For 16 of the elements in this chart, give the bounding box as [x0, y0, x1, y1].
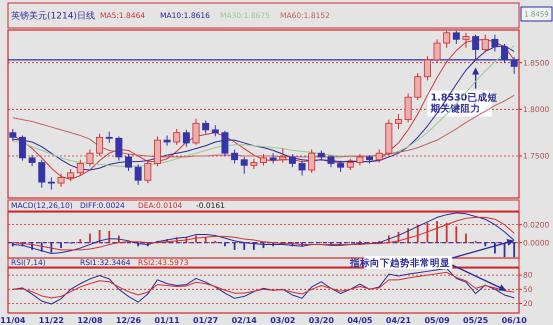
x-tick-label: 03/20: [308, 316, 334, 325]
x-tick-label: 01/11: [154, 316, 180, 325]
x-tick-label: 04/05: [347, 316, 373, 325]
x-tick-label: 02/14: [232, 316, 258, 325]
x-tick-label: 05/09: [424, 316, 450, 325]
x-tick-label: 05/25: [463, 316, 489, 325]
x-tick-label: 06/10: [502, 316, 528, 325]
x-tick-label: 04/21: [386, 316, 412, 325]
x-tick-label: 11/04: [0, 316, 26, 325]
x-tick-label: 11/22: [38, 316, 64, 325]
x-tick-label: 03/02: [270, 316, 296, 325]
chart-title: 英镑美元(1214)日线: [11, 10, 95, 22]
annotation: 指标向下趋势非常明显: [349, 257, 450, 269]
x-tick-label: 12/08: [77, 316, 103, 325]
x-tick-label: 01/27: [193, 316, 218, 325]
x-tick-label: 12/26: [116, 316, 142, 325]
